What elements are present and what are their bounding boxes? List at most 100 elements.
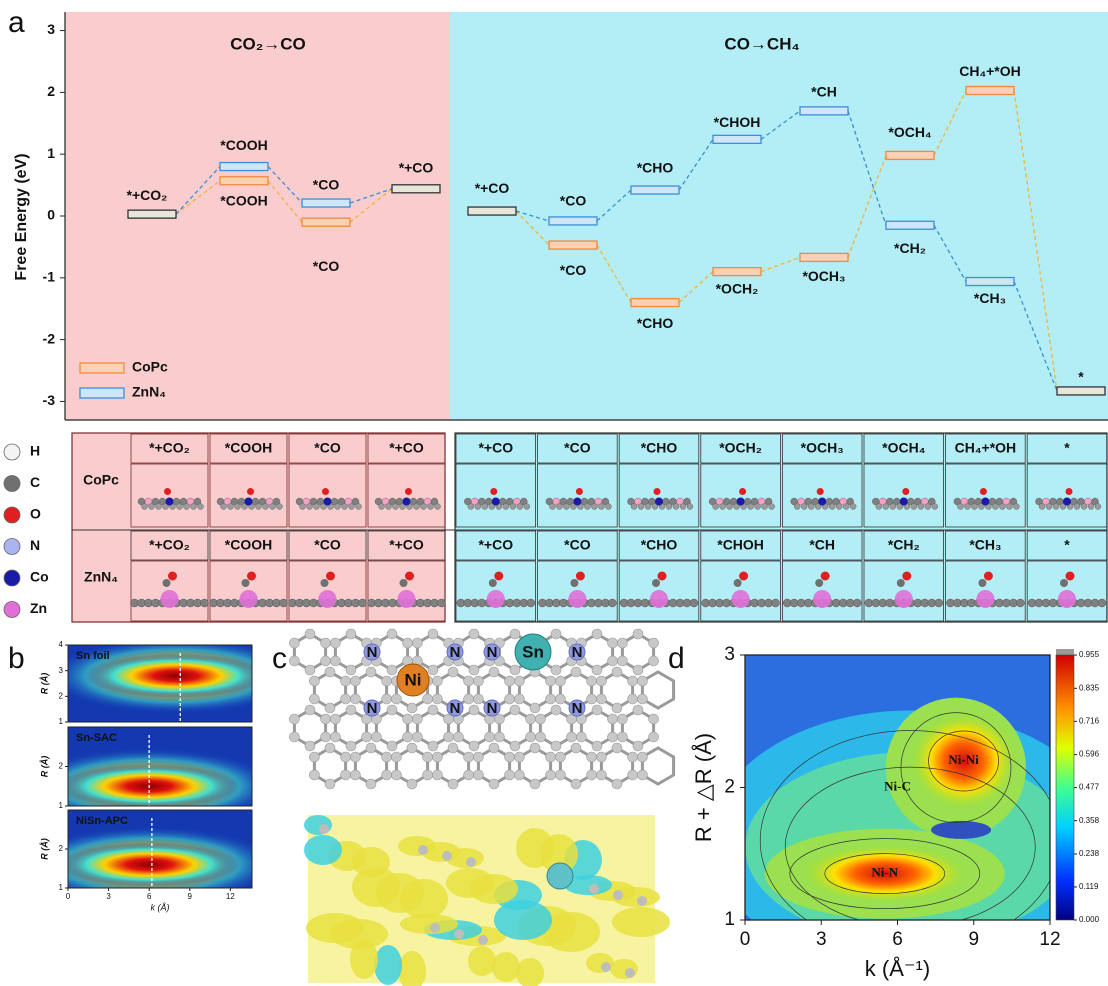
carbon <box>365 778 377 790</box>
hexagon <box>292 708 328 748</box>
connector <box>596 189 632 222</box>
colorbar <box>1055 654 1075 921</box>
carbon <box>422 751 433 763</box>
atom <box>976 590 995 608</box>
header-label: *+CO <box>389 440 424 456</box>
carbon <box>550 628 562 640</box>
header-label: *OCH₂ <box>719 440 762 456</box>
carbon <box>504 751 515 763</box>
header-label: *CH₃ <box>969 537 1001 553</box>
carbon <box>529 778 541 790</box>
carbon <box>330 731 341 743</box>
legend-label: CoPc <box>132 359 168 375</box>
atom <box>885 598 894 608</box>
atom <box>896 579 905 587</box>
x-axis-label: k (Å⁻¹) <box>865 956 930 981</box>
atom <box>651 503 659 510</box>
header-label: *+CO₂ <box>149 537 190 553</box>
carbon <box>324 702 336 714</box>
carbon <box>330 713 341 725</box>
contour-map <box>745 655 1050 920</box>
carbon <box>402 731 413 743</box>
atom <box>927 598 936 608</box>
carbon <box>607 713 618 725</box>
atom <box>227 503 234 510</box>
carbon <box>529 702 541 714</box>
atom <box>442 851 452 861</box>
carbon <box>304 740 316 752</box>
hexagon <box>620 632 656 672</box>
carbon <box>386 740 398 752</box>
carbon <box>637 769 648 781</box>
atom <box>999 503 1006 510</box>
atom <box>234 503 241 510</box>
atom <box>594 598 603 608</box>
header-label: *COOH <box>225 440 272 456</box>
subplot-title: Sn-SAC <box>76 732 117 744</box>
carbon <box>289 637 300 649</box>
energy-level <box>391 184 441 194</box>
header-label: * <box>1064 440 1070 456</box>
header-cell <box>367 530 446 561</box>
hexagon <box>374 708 410 748</box>
y-tick-label: 3 <box>59 666 64 675</box>
atom <box>682 598 692 608</box>
energy-level <box>965 85 1015 96</box>
atom <box>1009 497 1018 506</box>
carbon <box>381 693 392 705</box>
contour-line <box>824 853 946 894</box>
annotation: Ni-C <box>884 778 911 793</box>
hexagon <box>517 746 553 786</box>
carbon <box>443 731 454 743</box>
header-cell <box>455 530 536 561</box>
atom <box>381 598 390 608</box>
atom <box>816 488 824 495</box>
carbon <box>473 675 484 687</box>
hexagon <box>435 746 471 786</box>
image-cell <box>537 560 618 622</box>
legend-swatch <box>79 362 125 374</box>
atom <box>902 571 912 581</box>
atom <box>488 579 497 587</box>
frame <box>67 644 253 723</box>
atom <box>467 503 474 510</box>
atom <box>334 503 341 510</box>
atom <box>878 598 887 608</box>
carbon <box>345 628 357 640</box>
y-tick-label: -1 <box>43 269 56 285</box>
image-cell <box>700 463 781 528</box>
atom <box>783 598 792 608</box>
atom <box>843 503 850 510</box>
carbon <box>566 731 577 743</box>
atom <box>589 884 599 894</box>
carbon <box>324 742 336 754</box>
atom <box>979 488 987 495</box>
x-tick-label: 9 <box>188 892 193 901</box>
carbon <box>391 751 402 763</box>
carbon <box>570 666 582 678</box>
contour-line <box>759 730 1050 920</box>
carbon <box>591 628 603 640</box>
carbon <box>514 693 525 705</box>
atom <box>764 497 773 506</box>
atom <box>1038 503 1046 510</box>
charge-blob <box>492 952 520 982</box>
header-label: *+CO <box>389 537 424 553</box>
atom <box>320 503 327 510</box>
atom <box>456 598 465 608</box>
atom <box>399 503 406 510</box>
atom <box>630 503 638 510</box>
atom <box>318 590 337 608</box>
atom <box>427 503 434 510</box>
atom <box>306 503 313 510</box>
x-tick-label: 6 <box>892 929 903 950</box>
hexagon <box>394 746 430 786</box>
carbon <box>545 751 556 763</box>
image-cell <box>700 560 781 622</box>
atom <box>148 503 155 510</box>
carbon <box>535 731 546 743</box>
colorbar-label: 0.000 <box>1079 915 1100 924</box>
header-cell <box>782 433 863 464</box>
panel-label: a <box>8 6 25 39</box>
atom <box>804 598 813 608</box>
